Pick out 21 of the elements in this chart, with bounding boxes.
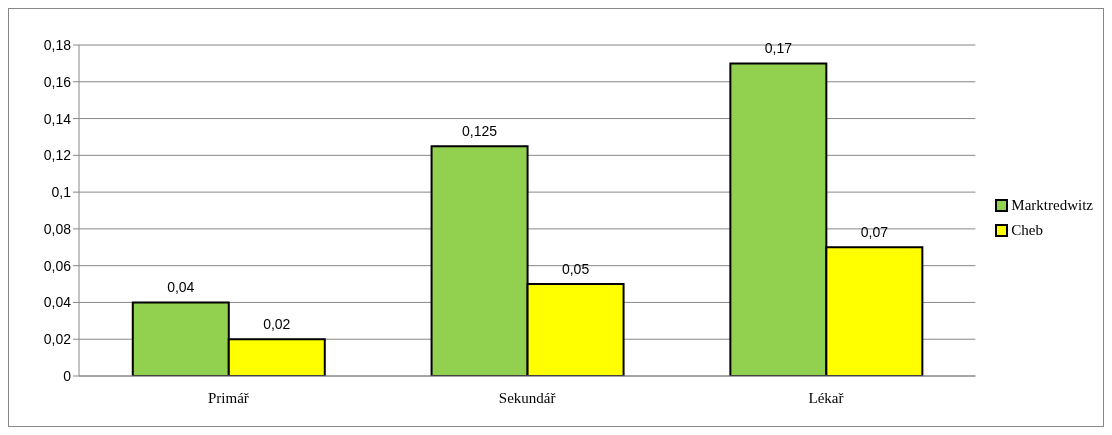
- y-tick-label: 0: [63, 367, 72, 384]
- legend-label: Marktredwitz: [1011, 196, 1093, 214]
- y-tick-label: 0,02: [43, 331, 72, 348]
- y-tick-label: 0,18: [43, 36, 72, 53]
- data-label: 0,125: [462, 123, 498, 140]
- y-tick-label: 0,08: [43, 220, 72, 237]
- y-tick-label: 0,06: [43, 257, 72, 274]
- y-tick-label: 0,16: [43, 73, 72, 90]
- y-tick-label: 0,04: [43, 294, 72, 311]
- data-label: 0,07: [860, 224, 889, 241]
- x-tick-label: Primář: [207, 389, 249, 406]
- data-label: 0,17: [764, 40, 793, 57]
- y-tick-label: 0,14: [43, 110, 72, 127]
- x-tick-label: Lékař: [808, 389, 844, 406]
- y-tick-label: 0,12: [43, 147, 72, 164]
- data-label: 0,05: [561, 261, 590, 278]
- legend-label: Cheb: [1011, 221, 1044, 239]
- x-tick-label: Sekundář: [498, 389, 556, 406]
- data-label: 0,04: [167, 279, 195, 296]
- data-label: 0,02: [263, 316, 291, 333]
- y-tick-label: 0,1: [51, 184, 72, 201]
